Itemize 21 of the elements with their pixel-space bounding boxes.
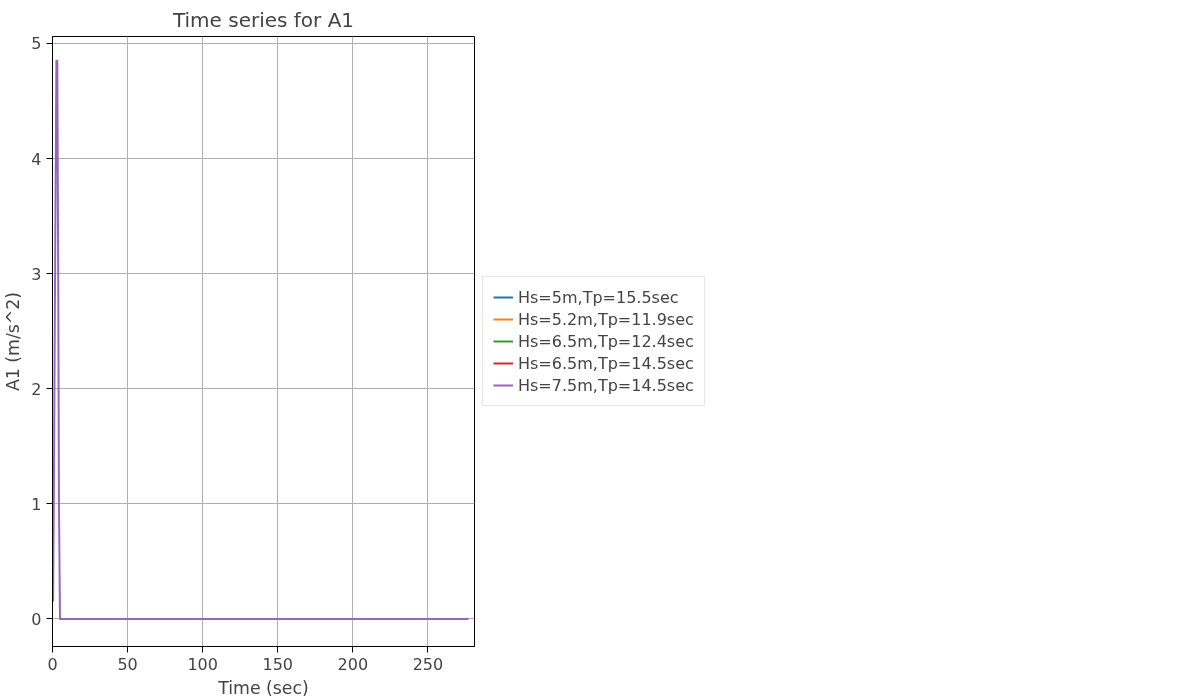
x-tick-label: 200 (337, 654, 369, 674)
x-tick-label: 0 (47, 654, 58, 674)
y-axis-title: A1 (m/s^2) (3, 291, 24, 392)
x-tick-label: 250 (412, 654, 444, 674)
y-tick-label: 0 (31, 609, 42, 629)
legend-label: Hs=6.5m,Tp=12.4sec (518, 331, 694, 351)
x-tick-label: 50 (117, 654, 138, 674)
legend-label: Hs=5.2m,Tp=11.9sec (518, 309, 694, 329)
y-tick-label: 4 (31, 149, 42, 169)
y-tick-label: 3 (31, 264, 42, 284)
legend-label: Hs=6.5m,Tp=14.5sec (518, 353, 694, 373)
y-tick-label: 2 (31, 379, 42, 399)
x-tick-label: 150 (262, 654, 294, 674)
y-tick-label: 1 (31, 494, 42, 514)
x-tick-label: 100 (187, 654, 218, 674)
legend-label: Hs=5m,Tp=15.5sec (518, 287, 679, 307)
y-tick-label: 5 (31, 34, 42, 54)
legend-label: Hs=7.5m,Tp=14.5sec (518, 375, 694, 395)
x-axis-title: Time (sec) (217, 677, 309, 698)
chart-title: Time series for A1 (171, 7, 355, 32)
line-series (52, 59, 470, 620)
